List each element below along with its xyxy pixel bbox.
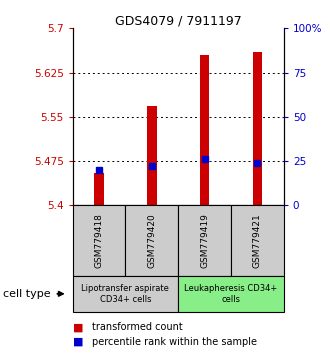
Text: percentile rank within the sample: percentile rank within the sample — [92, 337, 257, 347]
Bar — [200, 55, 209, 205]
Bar — [253, 52, 262, 205]
Text: Lipotransfer aspirate
CD34+ cells: Lipotransfer aspirate CD34+ cells — [82, 284, 169, 303]
Text: ■: ■ — [73, 337, 83, 347]
Bar — [94, 173, 104, 205]
Text: cell type: cell type — [3, 289, 51, 299]
Text: GSM779419: GSM779419 — [200, 213, 209, 268]
Text: GSM779420: GSM779420 — [147, 213, 156, 268]
Title: GDS4079 / 7911197: GDS4079 / 7911197 — [115, 14, 242, 27]
Bar — [147, 106, 156, 205]
Text: GSM779418: GSM779418 — [94, 213, 104, 268]
Text: ■: ■ — [73, 322, 83, 332]
Text: Leukapheresis CD34+
cells: Leukapheresis CD34+ cells — [184, 284, 278, 303]
Text: GSM779421: GSM779421 — [253, 213, 262, 268]
Text: transformed count: transformed count — [92, 322, 183, 332]
